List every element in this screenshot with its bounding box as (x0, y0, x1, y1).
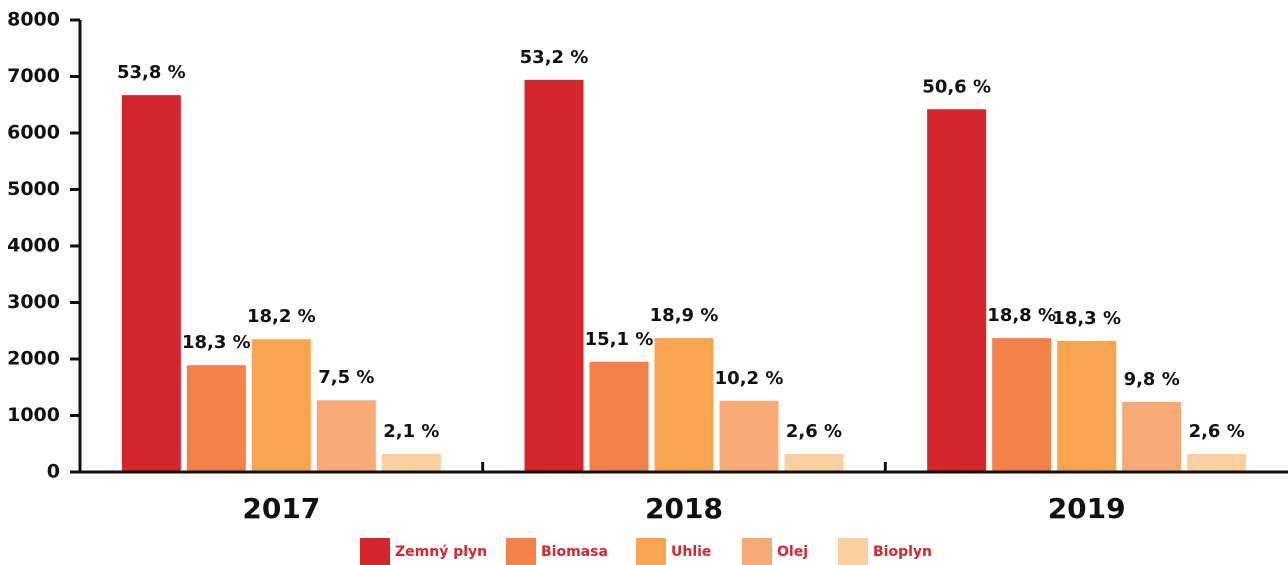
legend-label: Uhlie (671, 544, 711, 560)
x-tick-label: 2019 (1048, 492, 1126, 525)
y-tick-label: 0 (47, 461, 60, 483)
bar (927, 109, 987, 473)
data-label: 50,6 % (922, 76, 991, 97)
legend-label: Zemný plyn (395, 544, 487, 560)
bar (1057, 340, 1117, 472)
legend-swatch (742, 538, 772, 565)
y-tick-label: 5000 (7, 178, 60, 200)
y-tick-label: 8000 (7, 9, 60, 31)
y-tick-label: 3000 (7, 291, 60, 313)
legend-swatch (838, 538, 868, 565)
data-label: 18,2 % (247, 306, 316, 327)
data-label: 18,9 % (650, 305, 719, 326)
data-label: 53,2 % (520, 47, 589, 68)
legend-swatch (636, 538, 666, 565)
x-tick-label: 2017 (242, 492, 320, 525)
bar (186, 365, 246, 472)
bar (251, 339, 311, 472)
bar (1122, 401, 1182, 472)
bar (381, 453, 441, 472)
legend-swatch (506, 538, 536, 565)
data-label: 18,3 % (182, 332, 251, 353)
y-tick-label: 1000 (7, 404, 60, 426)
legend-swatch (360, 538, 390, 565)
y-tick-label: 4000 (7, 235, 60, 257)
bar (589, 361, 649, 472)
legend-label: Biomasa (541, 544, 608, 560)
bar (654, 338, 714, 472)
y-tick-label: 6000 (7, 122, 60, 144)
data-label: 9,8 % (1124, 369, 1180, 390)
data-label: 10,2 % (715, 368, 784, 389)
bar (1187, 453, 1247, 472)
data-label: 2,6 % (1189, 421, 1245, 442)
bar (784, 453, 844, 472)
data-label: 7,5 % (318, 367, 374, 388)
data-label: 2,1 % (383, 421, 439, 442)
bar (992, 338, 1052, 472)
bar (316, 400, 376, 472)
legend-label: Bioplyn (873, 544, 932, 560)
legend-label: Olej (777, 544, 808, 560)
data-label: 53,8 % (117, 62, 186, 83)
data-label: 18,8 % (987, 305, 1056, 326)
bar (524, 79, 584, 472)
y-tick-label: 2000 (7, 348, 60, 370)
data-label: 2,6 % (786, 421, 842, 442)
bar (719, 400, 779, 472)
x-tick-label: 2018 (645, 492, 723, 525)
data-label: 18,3 % (1052, 308, 1121, 329)
y-tick-label: 7000 (7, 65, 60, 87)
data-label: 15,1 % (585, 329, 654, 350)
bar (121, 95, 181, 473)
